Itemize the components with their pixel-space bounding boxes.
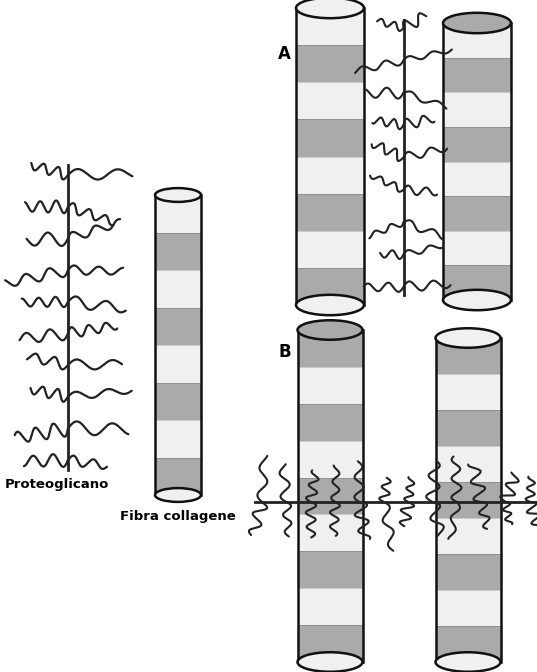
Polygon shape [296,45,364,82]
Polygon shape [297,625,362,662]
Polygon shape [296,268,364,305]
Polygon shape [436,338,500,374]
Ellipse shape [296,295,364,315]
Polygon shape [297,588,362,625]
Polygon shape [296,82,364,120]
Polygon shape [297,515,362,551]
Ellipse shape [155,488,201,502]
Ellipse shape [297,321,362,340]
Polygon shape [297,330,362,367]
Text: B: B [278,343,291,361]
Polygon shape [297,367,362,404]
Polygon shape [443,92,511,127]
Polygon shape [436,518,500,554]
Ellipse shape [443,290,511,310]
Polygon shape [297,478,362,515]
Ellipse shape [155,188,201,202]
Polygon shape [155,420,201,458]
Polygon shape [443,265,511,300]
Polygon shape [155,345,201,382]
Polygon shape [155,270,201,308]
Polygon shape [155,308,201,345]
Polygon shape [297,404,362,441]
Polygon shape [436,626,500,662]
Polygon shape [155,458,201,495]
Polygon shape [443,23,511,58]
Ellipse shape [436,653,500,672]
Text: Fibra collagene: Fibra collagene [120,510,236,523]
Polygon shape [443,127,511,161]
Polygon shape [443,196,511,230]
Polygon shape [155,233,201,270]
Polygon shape [296,8,364,45]
Polygon shape [443,58,511,92]
Polygon shape [443,161,511,196]
Polygon shape [443,230,511,265]
Polygon shape [296,194,364,230]
Text: Proteoglicano: Proteoglicano [5,478,110,491]
Polygon shape [436,590,500,626]
Ellipse shape [443,13,511,33]
Polygon shape [155,382,201,420]
Polygon shape [436,374,500,410]
Polygon shape [297,551,362,588]
Text: A: A [278,45,291,63]
Polygon shape [436,410,500,446]
Polygon shape [436,482,500,518]
Ellipse shape [296,0,364,18]
Ellipse shape [436,328,500,347]
Polygon shape [155,195,201,233]
Polygon shape [297,441,362,478]
Polygon shape [296,230,364,268]
Polygon shape [296,157,364,194]
Polygon shape [436,446,500,482]
Polygon shape [296,120,364,157]
Polygon shape [436,554,500,590]
Ellipse shape [297,653,362,672]
